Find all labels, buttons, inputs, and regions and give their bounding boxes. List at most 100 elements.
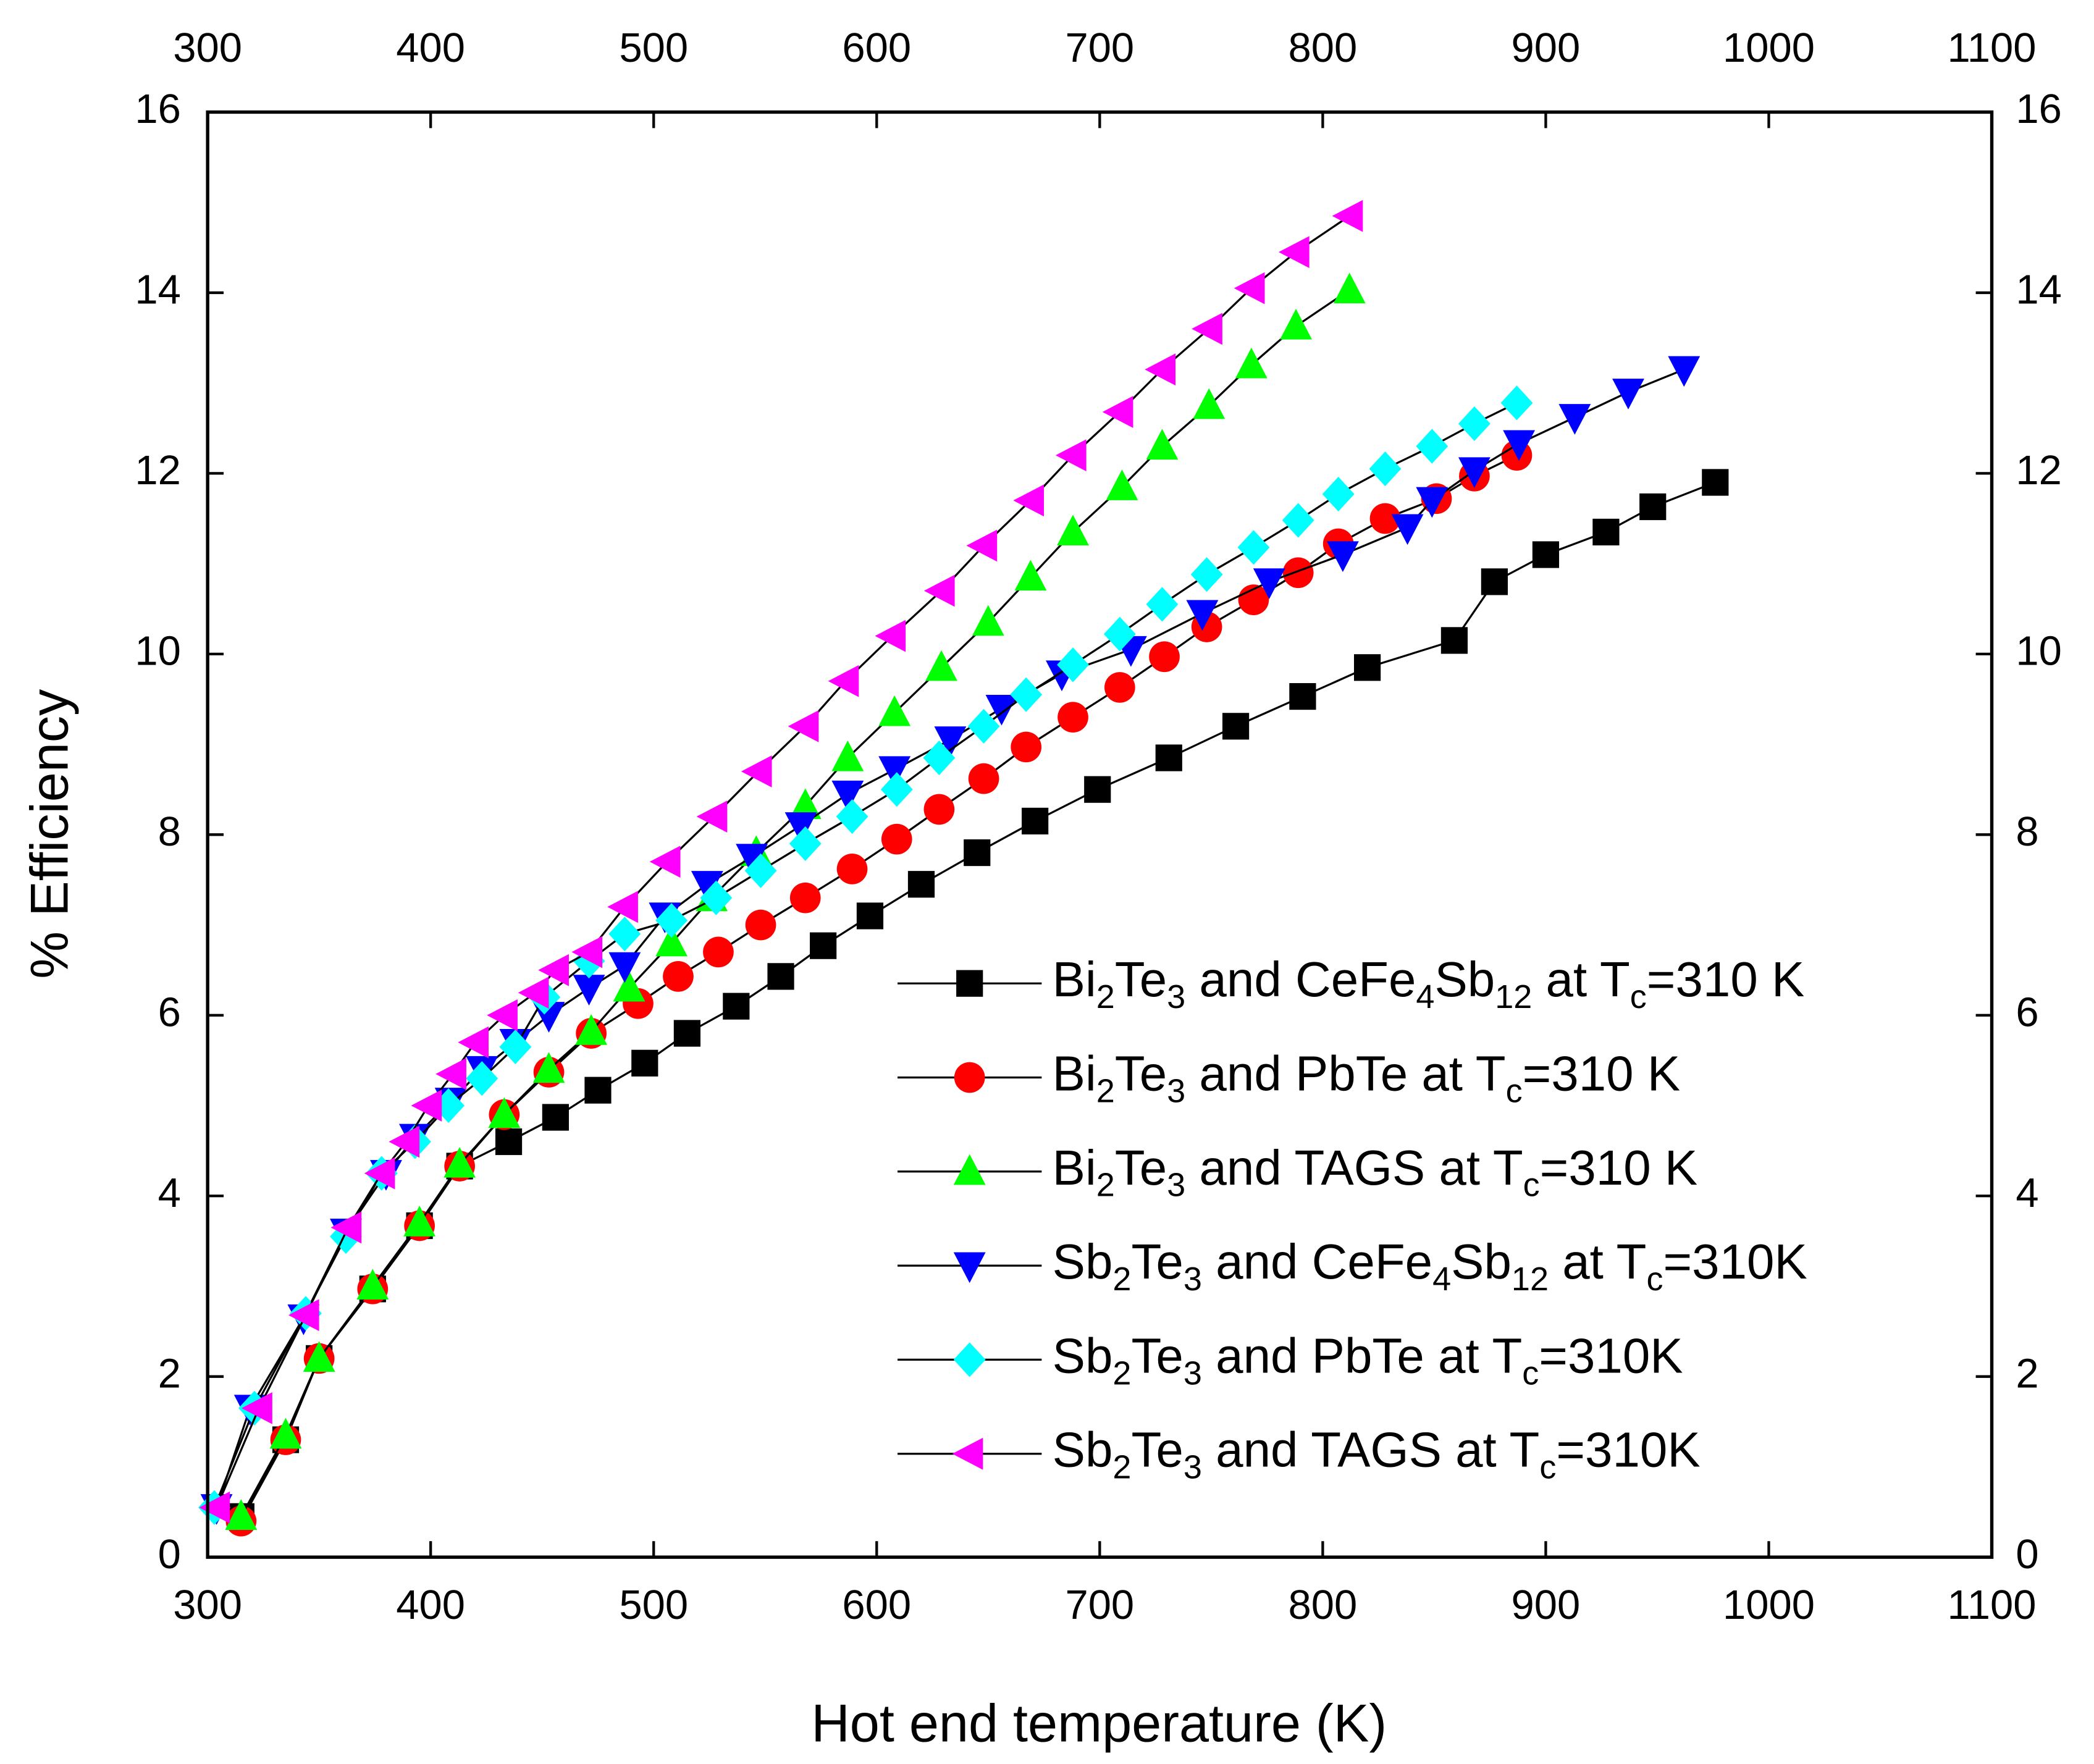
marker	[1592, 518, 1620, 546]
y-tick-label-right: 12	[2016, 447, 2062, 494]
marker	[831, 740, 864, 771]
x-tick-label-top: 400	[396, 25, 465, 71]
marker	[1458, 457, 1491, 489]
marker	[923, 574, 955, 607]
marker	[1106, 469, 1138, 500]
subscript: c	[1506, 1073, 1523, 1110]
marker	[741, 755, 772, 788]
marker	[444, 1146, 476, 1178]
subscript: 4	[1432, 1261, 1451, 1298]
marker	[1186, 600, 1219, 631]
marker	[1280, 308, 1312, 340]
legend-label: Sb2Te3 and TAGS at Tc=310K	[1053, 1422, 1701, 1486]
legend-marker	[953, 1154, 986, 1185]
x-tick-label-top: 500	[619, 25, 688, 71]
marker	[1333, 272, 1366, 304]
marker	[1282, 557, 1314, 589]
marker	[364, 1157, 395, 1190]
subscript: c	[1539, 1449, 1556, 1486]
marker	[542, 1104, 569, 1131]
marker	[723, 993, 750, 1020]
subscript: 2	[1112, 1449, 1131, 1486]
text-run: =310K	[1539, 1329, 1683, 1384]
marker	[1322, 476, 1355, 512]
subscript: 2	[1096, 1167, 1115, 1204]
y-tick-label: 4	[158, 1170, 181, 1216]
y-tick-label-right: 4	[2016, 1170, 2038, 1216]
marker	[1237, 530, 1270, 565]
marker	[1193, 388, 1226, 419]
marker	[607, 891, 638, 923]
marker	[608, 952, 641, 983]
marker	[1155, 744, 1182, 771]
marker	[495, 1128, 523, 1156]
marker	[1103, 616, 1136, 652]
subscript: 12	[1512, 1261, 1549, 1298]
text-run: and PbTe at T	[1202, 1329, 1522, 1384]
marker	[696, 800, 728, 833]
x-tick-label-top: 600	[842, 25, 911, 71]
legend-marker	[956, 970, 983, 997]
text-run: =310 K	[1523, 1046, 1681, 1101]
marker	[691, 871, 723, 902]
legend-label: Bi2Te3 and CeFe4Sb12 at Tc=310 K	[1053, 952, 1805, 1015]
marker	[1369, 503, 1401, 534]
marker	[767, 963, 794, 990]
subscript: 3	[1167, 1167, 1185, 1204]
marker	[303, 1341, 335, 1372]
subscript: 4	[1416, 978, 1434, 1015]
marker	[403, 1206, 436, 1237]
marker	[1013, 484, 1045, 517]
marker	[1253, 568, 1285, 599]
y-tick-label: 10	[135, 628, 181, 674]
x-tick-label: 400	[396, 1582, 465, 1628]
subscript: 3	[1167, 978, 1185, 1015]
marker	[878, 756, 911, 788]
text-run: Te	[1131, 1234, 1183, 1289]
marker	[655, 925, 688, 957]
marker	[1416, 487, 1449, 518]
marker	[608, 917, 641, 952]
marker	[1668, 356, 1701, 387]
marker	[1391, 514, 1424, 545]
plot-frame	[206, 110, 1994, 1559]
marker	[1102, 396, 1133, 428]
marker	[1234, 272, 1265, 304]
marker	[538, 954, 569, 986]
marker	[1440, 627, 1468, 654]
x-tick-label-top: 300	[173, 25, 242, 71]
marker	[923, 794, 955, 825]
marker	[810, 932, 837, 959]
subscript: c	[1646, 1261, 1663, 1298]
marker	[573, 975, 605, 1006]
text-run: Te	[1131, 1422, 1183, 1477]
marker	[836, 854, 868, 884]
text-run: Bi	[1053, 1046, 1096, 1101]
x-tick-label: 800	[1289, 1582, 1358, 1628]
subscript: 2	[1112, 1355, 1131, 1392]
y-axis-title: % Efficiency	[20, 689, 79, 979]
marker	[789, 826, 822, 862]
marker	[789, 788, 822, 820]
marker	[242, 1392, 272, 1424]
marker	[649, 846, 681, 878]
text-run: Sb	[1451, 1234, 1512, 1289]
marker	[499, 1029, 532, 1065]
marker	[789, 882, 821, 914]
marker	[584, 1077, 612, 1104]
x-axis-title: Hot end temperature (K)	[811, 1694, 1387, 1753]
marker	[878, 695, 911, 726]
x-tick-label: 600	[842, 1582, 911, 1628]
y-tick-label: 14	[135, 267, 181, 313]
marker	[966, 529, 998, 562]
marker	[923, 740, 956, 776]
y-tick-label: 0	[158, 1531, 181, 1577]
marker	[875, 620, 906, 652]
text-run: =310 K	[1647, 952, 1805, 1007]
x-tick-label: 1100	[1948, 1582, 2037, 1628]
marker	[1612, 379, 1644, 410]
text-run: and TAGS at T	[1185, 1140, 1523, 1195]
marker	[1369, 451, 1402, 487]
legend-label: Bi2Te3 and TAGS at Tc=310 K	[1053, 1140, 1698, 1204]
